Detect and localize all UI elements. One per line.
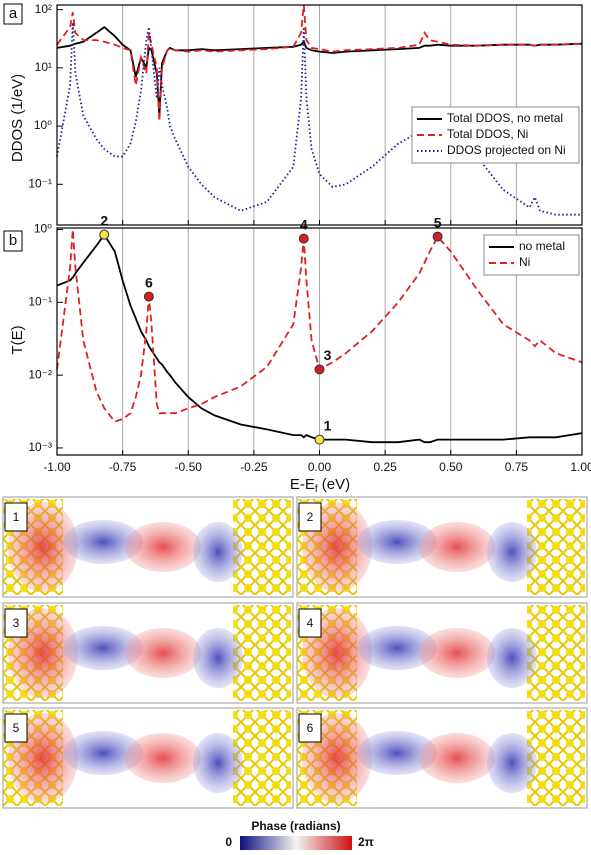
colorbar-min: 0: [225, 835, 232, 849]
orbital-labels: 1 2 3 4 5 6: [4, 502, 322, 743]
panel-label: b: [9, 232, 17, 249]
orbital-label: 6: [307, 721, 314, 735]
colorbar: Phase (radians) 0 2π: [225, 819, 374, 850]
y-tick-label: 10¹: [35, 60, 52, 74]
legend-label: DDOS projected on Ni: [447, 143, 566, 157]
plot-frame: [56, 4, 583, 226]
y-tick-label: 10⁻²: [28, 367, 52, 381]
y-tick-label: 10⁻³: [28, 440, 52, 454]
x-tick-label: -0.25: [240, 460, 268, 474]
marker-label: 2: [100, 212, 108, 228]
y-tick-label: 10²: [35, 2, 52, 16]
plot: -1.00 -0.75 -0.50 -0.25 0.00 0.25 0.50 0.75 1.00…: [28, 212, 591, 474]
x-tick-label: 0.75: [505, 460, 529, 474]
orbital-label: 3: [13, 616, 20, 630]
x-tick-label: 0.50: [439, 460, 463, 474]
colorbar-max: 2π: [358, 835, 374, 849]
panel-label: a: [9, 5, 18, 22]
marker-label: 4: [300, 216, 308, 232]
x-tick-label: -1.00: [43, 460, 71, 474]
x-tick-label: -0.75: [109, 460, 137, 474]
x-tick-label: 0.00: [308, 460, 332, 474]
orbital-label: 1: [13, 510, 20, 524]
legend: Total DDOS, no metal Total DDOS, Ni DDOS p…: [411, 106, 580, 164]
colorbar-title: Phase (radians): [251, 819, 340, 833]
marker: [432, 231, 443, 242]
y-tick-label: 10⁻¹: [28, 176, 52, 190]
y-tick-label: 10⁰: [34, 222, 52, 236]
marker: [314, 364, 325, 375]
legend-label: Ni: [519, 255, 530, 269]
panel-b-label: b: [3, 230, 23, 252]
plot-frame: [56, 227, 583, 456]
marker-label: 5: [434, 214, 442, 230]
marker: [99, 229, 110, 240]
legend-label: Total DDOS, no metal: [447, 111, 563, 125]
x-axis-label-sub: f: [315, 484, 318, 495]
x-axis-label: E-Ef (eV): [290, 476, 350, 495]
series-line: [56, 233, 583, 444]
marker: [298, 233, 309, 244]
orbital-label: 2: [307, 510, 314, 524]
y-axis-label: DDOS (1/eV): [9, 74, 26, 162]
marker-label: 3: [324, 347, 332, 363]
marker: [143, 291, 154, 302]
x-tick-label: 0.25: [373, 460, 397, 474]
x-axis-label-unit: (eV): [318, 476, 351, 493]
series-line: [56, 25, 583, 116]
y-tick-label: 10⁻¹: [28, 295, 52, 309]
marker-label: 6: [145, 274, 153, 290]
legend-label: Total DDOS, Ni: [447, 127, 528, 141]
x-tick-label: 1.00: [570, 460, 591, 474]
x-tick-label: -0.50: [175, 460, 203, 474]
marker-label: 1: [324, 417, 332, 433]
orbital-label: 5: [13, 721, 20, 735]
x-axis-label-main: E-E: [290, 476, 315, 493]
panel-a-label: a: [3, 3, 23, 25]
orbital-panels: [2, 496, 588, 809]
marker: [314, 434, 325, 445]
legend-box: [483, 234, 580, 276]
legend-label: no metal: [519, 239, 565, 253]
colorbar-gradient: [240, 836, 352, 850]
y-tick-label: 10⁰: [34, 118, 52, 132]
legend: no metal Ni: [483, 234, 580, 276]
y-axis-label: T(E): [9, 325, 26, 354]
series-line: [56, 4, 583, 122]
orbital-label: 4: [307, 616, 314, 630]
